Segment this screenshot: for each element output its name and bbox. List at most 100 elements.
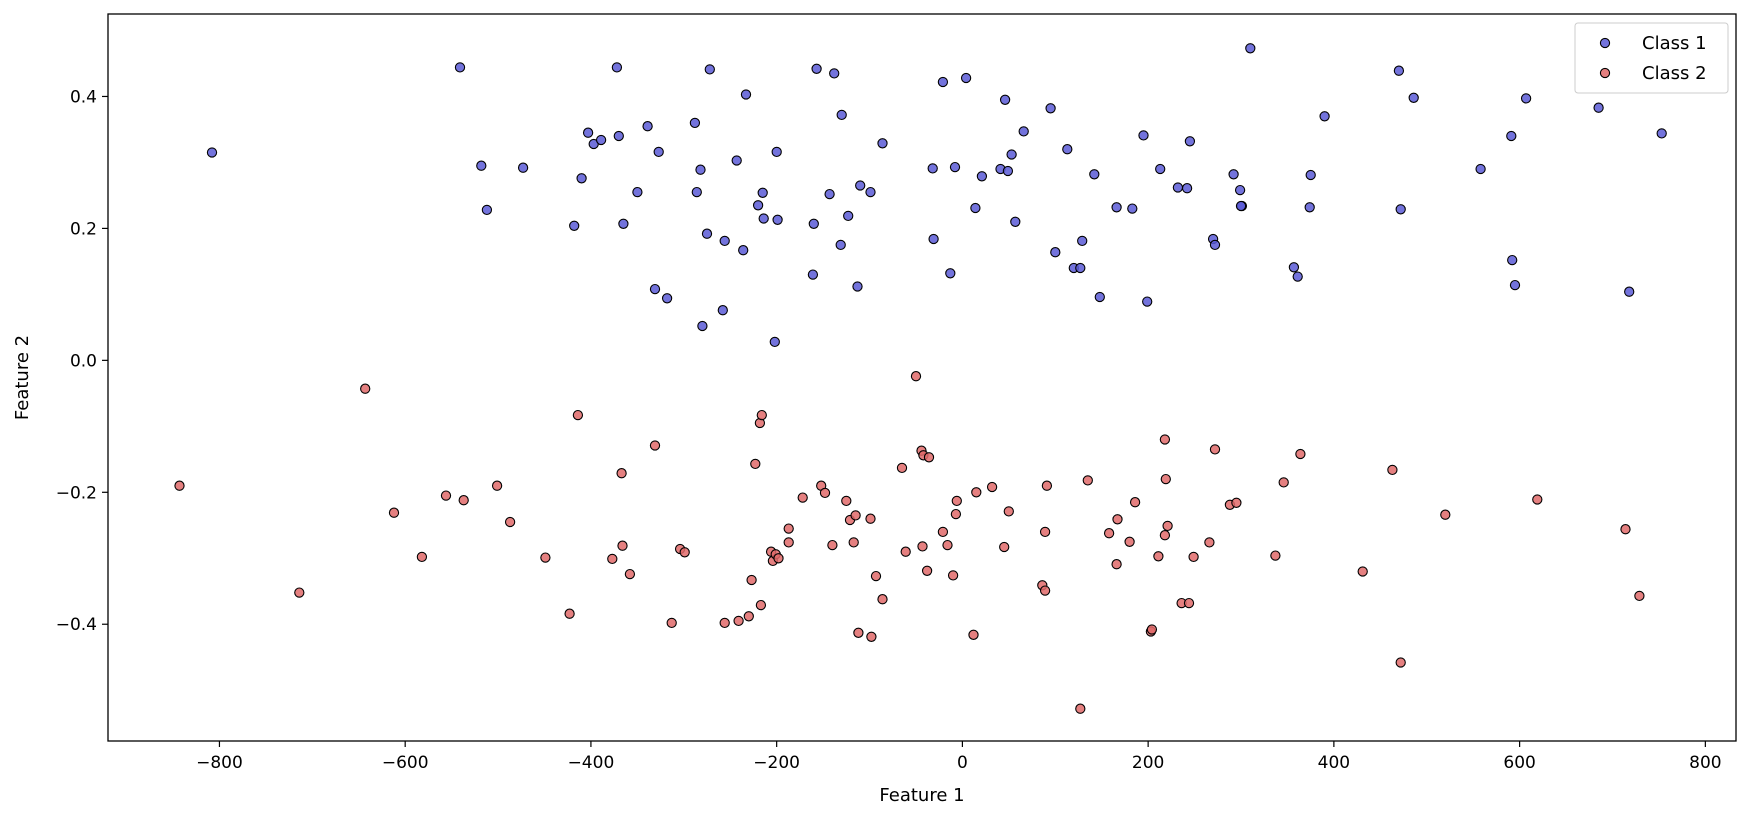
data-point-class-1	[865, 186, 876, 198]
data-point-class-2	[1395, 657, 1406, 668]
data-point-class-2	[797, 492, 808, 503]
data-point-class-2	[950, 508, 962, 520]
data-point-class-1	[769, 336, 780, 348]
x-tick-label: 800	[1689, 753, 1721, 773]
data-point-class-1	[1656, 128, 1667, 139]
data-point-class-2	[1039, 585, 1051, 596]
data-point-class-1	[928, 233, 939, 245]
x-tick-label: −600	[382, 753, 429, 773]
legend-marker-class-2	[1599, 67, 1611, 79]
data-point-class-2	[1278, 477, 1289, 488]
data-point-class-1	[653, 146, 664, 158]
data-point-class-1	[517, 162, 529, 173]
data-point-class-1	[611, 62, 623, 73]
data-point-class-1	[1050, 247, 1061, 258]
data-point-class-2	[719, 617, 730, 629]
data-point-class-1	[811, 63, 822, 74]
data-point-class-1	[1155, 163, 1166, 175]
data-point-class-1	[960, 72, 972, 84]
data-point-class-1	[771, 146, 782, 158]
data-point-class-2	[617, 540, 628, 551]
data-point-class-1	[649, 283, 661, 295]
data-point-class-1	[1138, 130, 1149, 141]
data-point-class-2	[756, 409, 767, 421]
data-point-class-2	[968, 629, 979, 640]
data-point-class-2	[743, 611, 754, 622]
data-point-class-1	[1228, 169, 1239, 180]
data-point-class-2	[1231, 497, 1242, 508]
legend: Class 1 Class 2	[1574, 22, 1729, 94]
data-point-class-2	[848, 537, 859, 548]
data-point-class-2	[1357, 566, 1368, 577]
data-point-class-1	[855, 180, 866, 191]
data-point-class-1	[852, 281, 863, 292]
data-point-class-1	[1045, 103, 1056, 114]
data-point-class-2	[1183, 597, 1195, 609]
data-point-class-2	[1295, 448, 1306, 460]
data-point-class-1	[481, 204, 493, 216]
data-point-class-2	[1124, 536, 1135, 547]
data-point-class-2	[877, 594, 888, 605]
y-tick-label: 0.0	[70, 351, 97, 371]
data-point-class-2	[388, 507, 400, 518]
data-point-class-2	[841, 495, 852, 507]
data-point-class-2	[360, 383, 371, 394]
data-point-class-2	[746, 574, 757, 586]
data-point-class-2	[999, 541, 1010, 553]
data-point-class-2	[1188, 551, 1199, 563]
data-point-class-1	[829, 68, 840, 79]
data-point-class-1	[1304, 202, 1315, 213]
data-point-class-1	[999, 94, 1011, 105]
data-point-class-1	[701, 228, 713, 239]
data-point-class-2	[1209, 444, 1221, 455]
data-point-class-2	[679, 547, 690, 558]
data-point-class-1	[1288, 262, 1300, 273]
data-point-class-1	[618, 218, 629, 229]
data-point-class-1	[757, 187, 768, 198]
data-point-class-1	[808, 218, 819, 229]
data-point-class-1	[976, 171, 988, 182]
data-point-class-1	[1018, 126, 1029, 137]
data-point-class-1	[689, 117, 701, 129]
data-point-class-2	[853, 627, 864, 638]
legend-marker-class-1	[1599, 37, 1611, 49]
data-point-class-1	[1089, 169, 1100, 180]
x-tick-label: 400	[1318, 753, 1350, 773]
x-tick-label: 600	[1503, 753, 1535, 773]
y-tick-label: −0.4	[56, 615, 97, 635]
data-point-class-1	[206, 147, 218, 158]
data-point-class-1	[1184, 136, 1196, 147]
data-point-class-2	[1146, 624, 1158, 635]
data-point-class-2	[986, 481, 998, 493]
data-point-class-1	[1010, 216, 1021, 227]
data-point-class-1	[1292, 271, 1303, 282]
data-point-class-2	[910, 371, 922, 382]
x-tick-label: 0	[957, 753, 968, 773]
data-point-class-1	[1520, 93, 1532, 104]
data-point-class-2	[440, 490, 452, 501]
data-point-class-2	[783, 537, 794, 548]
data-point-class-2	[666, 617, 677, 629]
data-point-class-2	[1153, 551, 1164, 562]
data-point-class-2	[1041, 480, 1053, 491]
data-point-class-1	[1234, 184, 1246, 196]
data-point-class-1	[740, 89, 752, 100]
data-point-class-2	[1103, 528, 1115, 539]
data-point-class-1	[1062, 144, 1073, 155]
data-point-class-1	[1002, 165, 1014, 177]
data-point-class-1	[691, 186, 702, 198]
data-point-class-2	[866, 631, 877, 642]
data-point-class-1	[582, 127, 594, 138]
x-tick-label: −400	[568, 753, 615, 773]
data-point-class-2	[491, 480, 503, 491]
data-point-class-2	[572, 409, 584, 421]
data-point-class-1	[1172, 182, 1184, 193]
data-point-class-2	[971, 487, 982, 498]
data-point-class-1	[1593, 102, 1604, 113]
x-tick-label: −200	[753, 753, 800, 773]
data-point-class-1	[1077, 235, 1088, 247]
data-point-class-2	[416, 551, 428, 563]
data-point-class-2	[750, 458, 761, 470]
data-point-class-2	[865, 513, 876, 524]
